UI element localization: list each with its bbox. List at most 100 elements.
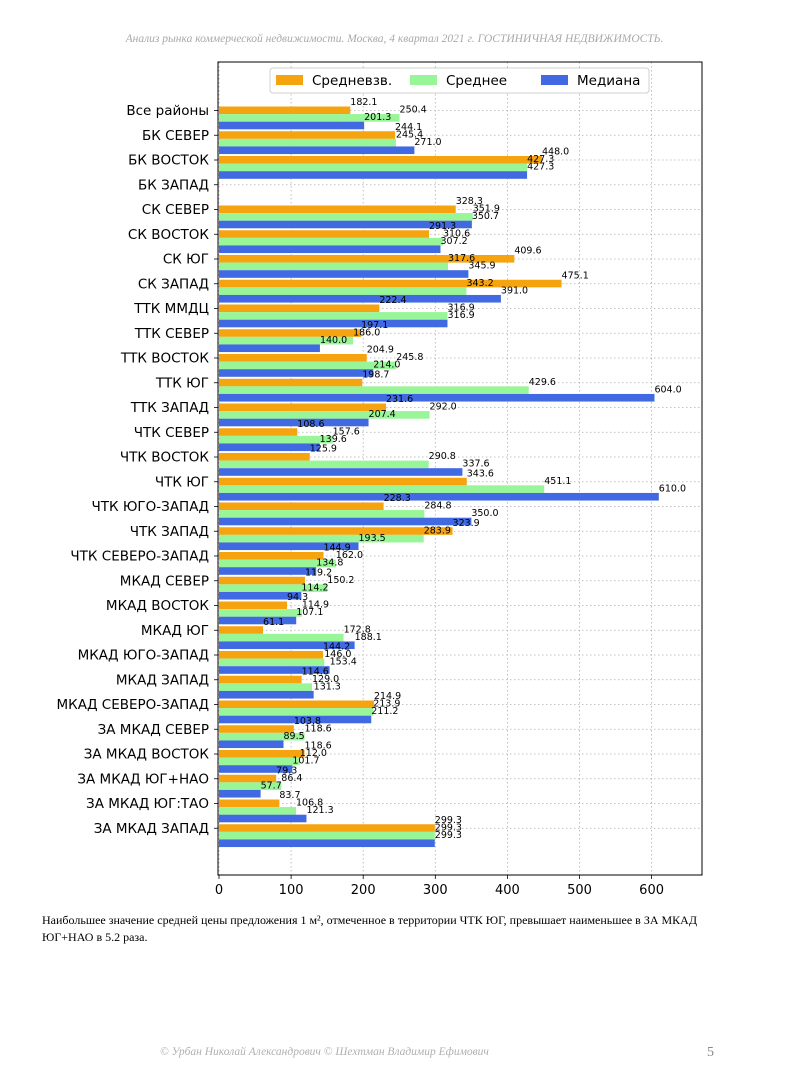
bar-mean [219,312,448,320]
data-label: 271.0 [414,137,441,148]
bar-median [219,146,415,155]
bar-mean [219,732,305,741]
data-label: 118.6 [305,723,332,734]
bar-weighted [219,378,363,387]
data-label: 182.1 [350,97,377,108]
category-label: СК ЗАПАД [138,276,209,292]
bar-weighted [219,279,562,288]
x-tick-label: 200 [351,883,376,898]
data-label: 316.9 [447,310,474,321]
bar-weighted [219,799,280,808]
bar-weighted [219,552,324,560]
bar-weighted [219,477,467,486]
category-label: БК ВОСТОК [128,153,209,169]
bar-weighted [219,576,305,585]
legend-label: Медиана [577,73,640,89]
bar-weighted [219,354,367,362]
bar-mean [219,262,448,271]
bar-median [219,740,284,749]
data-label: 150.2 [327,575,354,586]
data-label: 134.8 [316,558,343,569]
bar-median [219,591,302,600]
data-label: 429.6 [529,377,556,388]
data-label: 119.2 [305,567,332,578]
bar-weighted [219,675,302,684]
data-label: 157.6 [333,426,360,437]
data-label: 188.1 [355,632,382,643]
category-label: ЧТК ВОСТОК [120,450,210,466]
bar-weighted [219,626,264,634]
data-label: 448.0 [542,147,569,158]
category-label: ЗА МКАД ВОСТОК [84,747,210,763]
bar-mean [219,460,429,469]
bar-median [219,616,297,625]
category-label: СК СЕВЕР [142,202,209,218]
data-label: 290.8 [429,451,456,462]
data-label: 108.6 [297,419,324,430]
bar-median [219,294,501,303]
bar-median [219,789,261,798]
bar-weighted [219,255,515,263]
bar-median [219,492,659,501]
data-label: 310.6 [443,228,470,239]
bar-mean [219,411,430,419]
data-label: 125.9 [310,444,337,455]
bar-median [219,567,317,575]
data-label: 343.2 [466,278,493,289]
category-label: МКАД ЮГО-ЗАПАД [78,648,209,664]
data-label: 350.7 [472,211,499,222]
bar-mean [219,683,313,691]
data-label: 114.2 [301,582,328,593]
data-label: 86.4 [281,773,302,784]
plot-frame [217,61,703,876]
x-tick-label: 600 [639,883,664,898]
page-header: Анализ рынка коммерческой недвижимости. … [125,33,664,45]
bar-median [219,418,369,427]
category-label: МКАД СЕВЕРО-ЗАПАД [56,697,209,713]
bar-mean [219,658,325,667]
bar-mean [219,213,473,221]
x-tick-label: 100 [279,883,304,898]
data-label: 245.4 [396,129,423,140]
category-label: ТТК ММДЦ [133,301,209,317]
data-label: 144.2 [323,642,350,653]
data-label: 214.9 [374,691,401,702]
category-label: ЧТК СЕВЕРО-ЗАПАД [70,549,209,565]
data-label: 307.2 [440,236,467,247]
data-label: 172.8 [344,624,371,635]
category-label: ТТК СЕВЕР [134,326,209,342]
data-label: 101.7 [292,756,319,767]
data-label: 211.2 [371,706,398,717]
bar-mean [219,807,297,815]
category-label: Все районы [126,103,209,119]
category-label: ТТК ЮГ [155,375,209,391]
category-label: ТТК ВОСТОК [120,351,210,367]
bar-weighted [219,750,305,758]
bar-mean [219,757,300,766]
category-label: СК ВОСТОК [128,227,209,243]
legend-label: Средневзв. [312,73,392,89]
bar-weighted [219,428,298,436]
data-label: 291.3 [429,221,456,232]
category-label: ЗА МКАД СЕВЕР [98,722,209,738]
bar-median [219,220,472,229]
data-label: 201.3 [364,112,391,123]
bar-weighted [219,131,395,139]
bar-mean [219,336,354,345]
data-label: 61.1 [263,617,284,628]
bar-weighted [219,205,456,214]
data-label: 299.3 [435,822,462,833]
data-label: 131.3 [314,681,341,692]
data-label: 345.9 [468,261,495,272]
bar-mean [219,510,425,518]
legend-swatch [541,75,568,85]
data-label: 409.6 [514,246,541,257]
category-label: ЧТК ЗАПАД [130,524,209,540]
bar-weighted [219,527,453,535]
bar-median [219,690,314,699]
bar-median [219,121,365,130]
data-label: 197.1 [361,320,388,331]
bar-weighted [219,725,294,733]
data-label: 228.3 [384,493,411,504]
bar-weighted [219,106,351,115]
